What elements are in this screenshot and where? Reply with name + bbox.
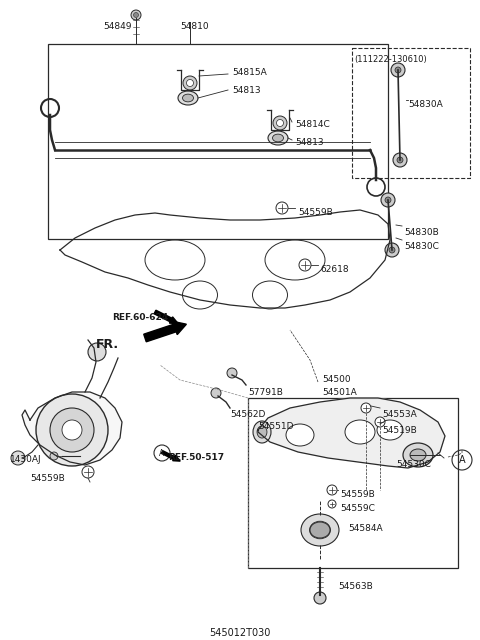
Circle shape <box>36 394 108 466</box>
Text: 54553A: 54553A <box>382 410 417 419</box>
Text: REF.50-517: REF.50-517 <box>168 453 224 462</box>
Ellipse shape <box>310 521 330 539</box>
Ellipse shape <box>403 443 433 467</box>
Ellipse shape <box>286 424 314 446</box>
Text: 54830B: 54830B <box>404 228 439 237</box>
FancyArrow shape <box>161 451 180 461</box>
Text: 54551D: 54551D <box>258 422 293 431</box>
Text: 54501A: 54501A <box>322 388 357 397</box>
Text: 54559B: 54559B <box>298 208 333 217</box>
Text: 54562D: 54562D <box>230 410 265 419</box>
Circle shape <box>395 67 401 73</box>
Text: A: A <box>159 449 165 458</box>
Text: 54559B: 54559B <box>340 490 375 499</box>
Bar <box>48 44 388 239</box>
Ellipse shape <box>273 116 287 130</box>
Ellipse shape <box>182 94 193 102</box>
Ellipse shape <box>178 91 198 105</box>
Text: 54830C: 54830C <box>404 242 439 251</box>
Circle shape <box>133 13 139 17</box>
Ellipse shape <box>410 449 426 461</box>
Circle shape <box>397 157 403 163</box>
Ellipse shape <box>183 76 197 90</box>
Text: 57791B: 57791B <box>248 388 283 397</box>
Text: 54814C: 54814C <box>295 120 330 129</box>
Ellipse shape <box>273 134 284 142</box>
Text: 54849: 54849 <box>104 22 132 31</box>
Bar <box>352 48 470 178</box>
Polygon shape <box>22 392 122 465</box>
Text: 54813: 54813 <box>232 86 261 95</box>
Text: 54563B: 54563B <box>338 582 373 591</box>
Ellipse shape <box>345 420 375 444</box>
Circle shape <box>385 197 391 203</box>
Text: 54500: 54500 <box>322 375 350 384</box>
Bar <box>248 398 458 568</box>
Text: 62618: 62618 <box>320 265 348 274</box>
Circle shape <box>381 193 395 207</box>
Text: 54813: 54813 <box>295 138 324 147</box>
Text: 54830A: 54830A <box>408 100 443 109</box>
Circle shape <box>385 243 399 257</box>
Text: 54815A: 54815A <box>232 68 267 77</box>
Text: 54559C: 54559C <box>340 504 375 513</box>
Text: 54584A: 54584A <box>348 524 383 533</box>
Text: A: A <box>459 455 465 465</box>
Circle shape <box>328 500 336 508</box>
Circle shape <box>299 259 311 271</box>
Ellipse shape <box>257 426 267 438</box>
Circle shape <box>276 202 288 214</box>
Circle shape <box>11 451 25 465</box>
Text: (111222-130610): (111222-130610) <box>354 55 427 64</box>
Circle shape <box>50 408 94 452</box>
Text: 54519B: 54519B <box>382 426 417 435</box>
FancyArrow shape <box>154 310 178 324</box>
Circle shape <box>375 417 385 427</box>
Circle shape <box>82 466 94 478</box>
Circle shape <box>314 592 326 604</box>
Text: 54530C: 54530C <box>396 460 431 469</box>
Ellipse shape <box>253 421 271 443</box>
Text: 54810: 54810 <box>180 22 209 31</box>
Ellipse shape <box>276 120 284 127</box>
Ellipse shape <box>187 79 193 86</box>
Circle shape <box>389 247 395 253</box>
Text: REF.60-624: REF.60-624 <box>112 313 168 322</box>
Circle shape <box>131 10 141 20</box>
Text: 545012T030: 545012T030 <box>209 628 271 638</box>
Circle shape <box>391 63 405 77</box>
FancyArrow shape <box>144 321 186 342</box>
Circle shape <box>88 343 106 361</box>
Ellipse shape <box>268 131 288 145</box>
Ellipse shape <box>310 522 330 538</box>
Ellipse shape <box>377 420 403 440</box>
Text: 54559B: 54559B <box>30 474 65 483</box>
Ellipse shape <box>301 514 339 546</box>
Circle shape <box>227 368 237 378</box>
Text: 1430AJ: 1430AJ <box>10 455 42 464</box>
Polygon shape <box>258 398 445 468</box>
Circle shape <box>50 452 58 460</box>
Circle shape <box>327 485 337 495</box>
Text: FR.: FR. <box>96 338 119 351</box>
Circle shape <box>361 403 371 413</box>
Circle shape <box>211 388 221 398</box>
Circle shape <box>62 420 82 440</box>
Circle shape <box>393 153 407 167</box>
